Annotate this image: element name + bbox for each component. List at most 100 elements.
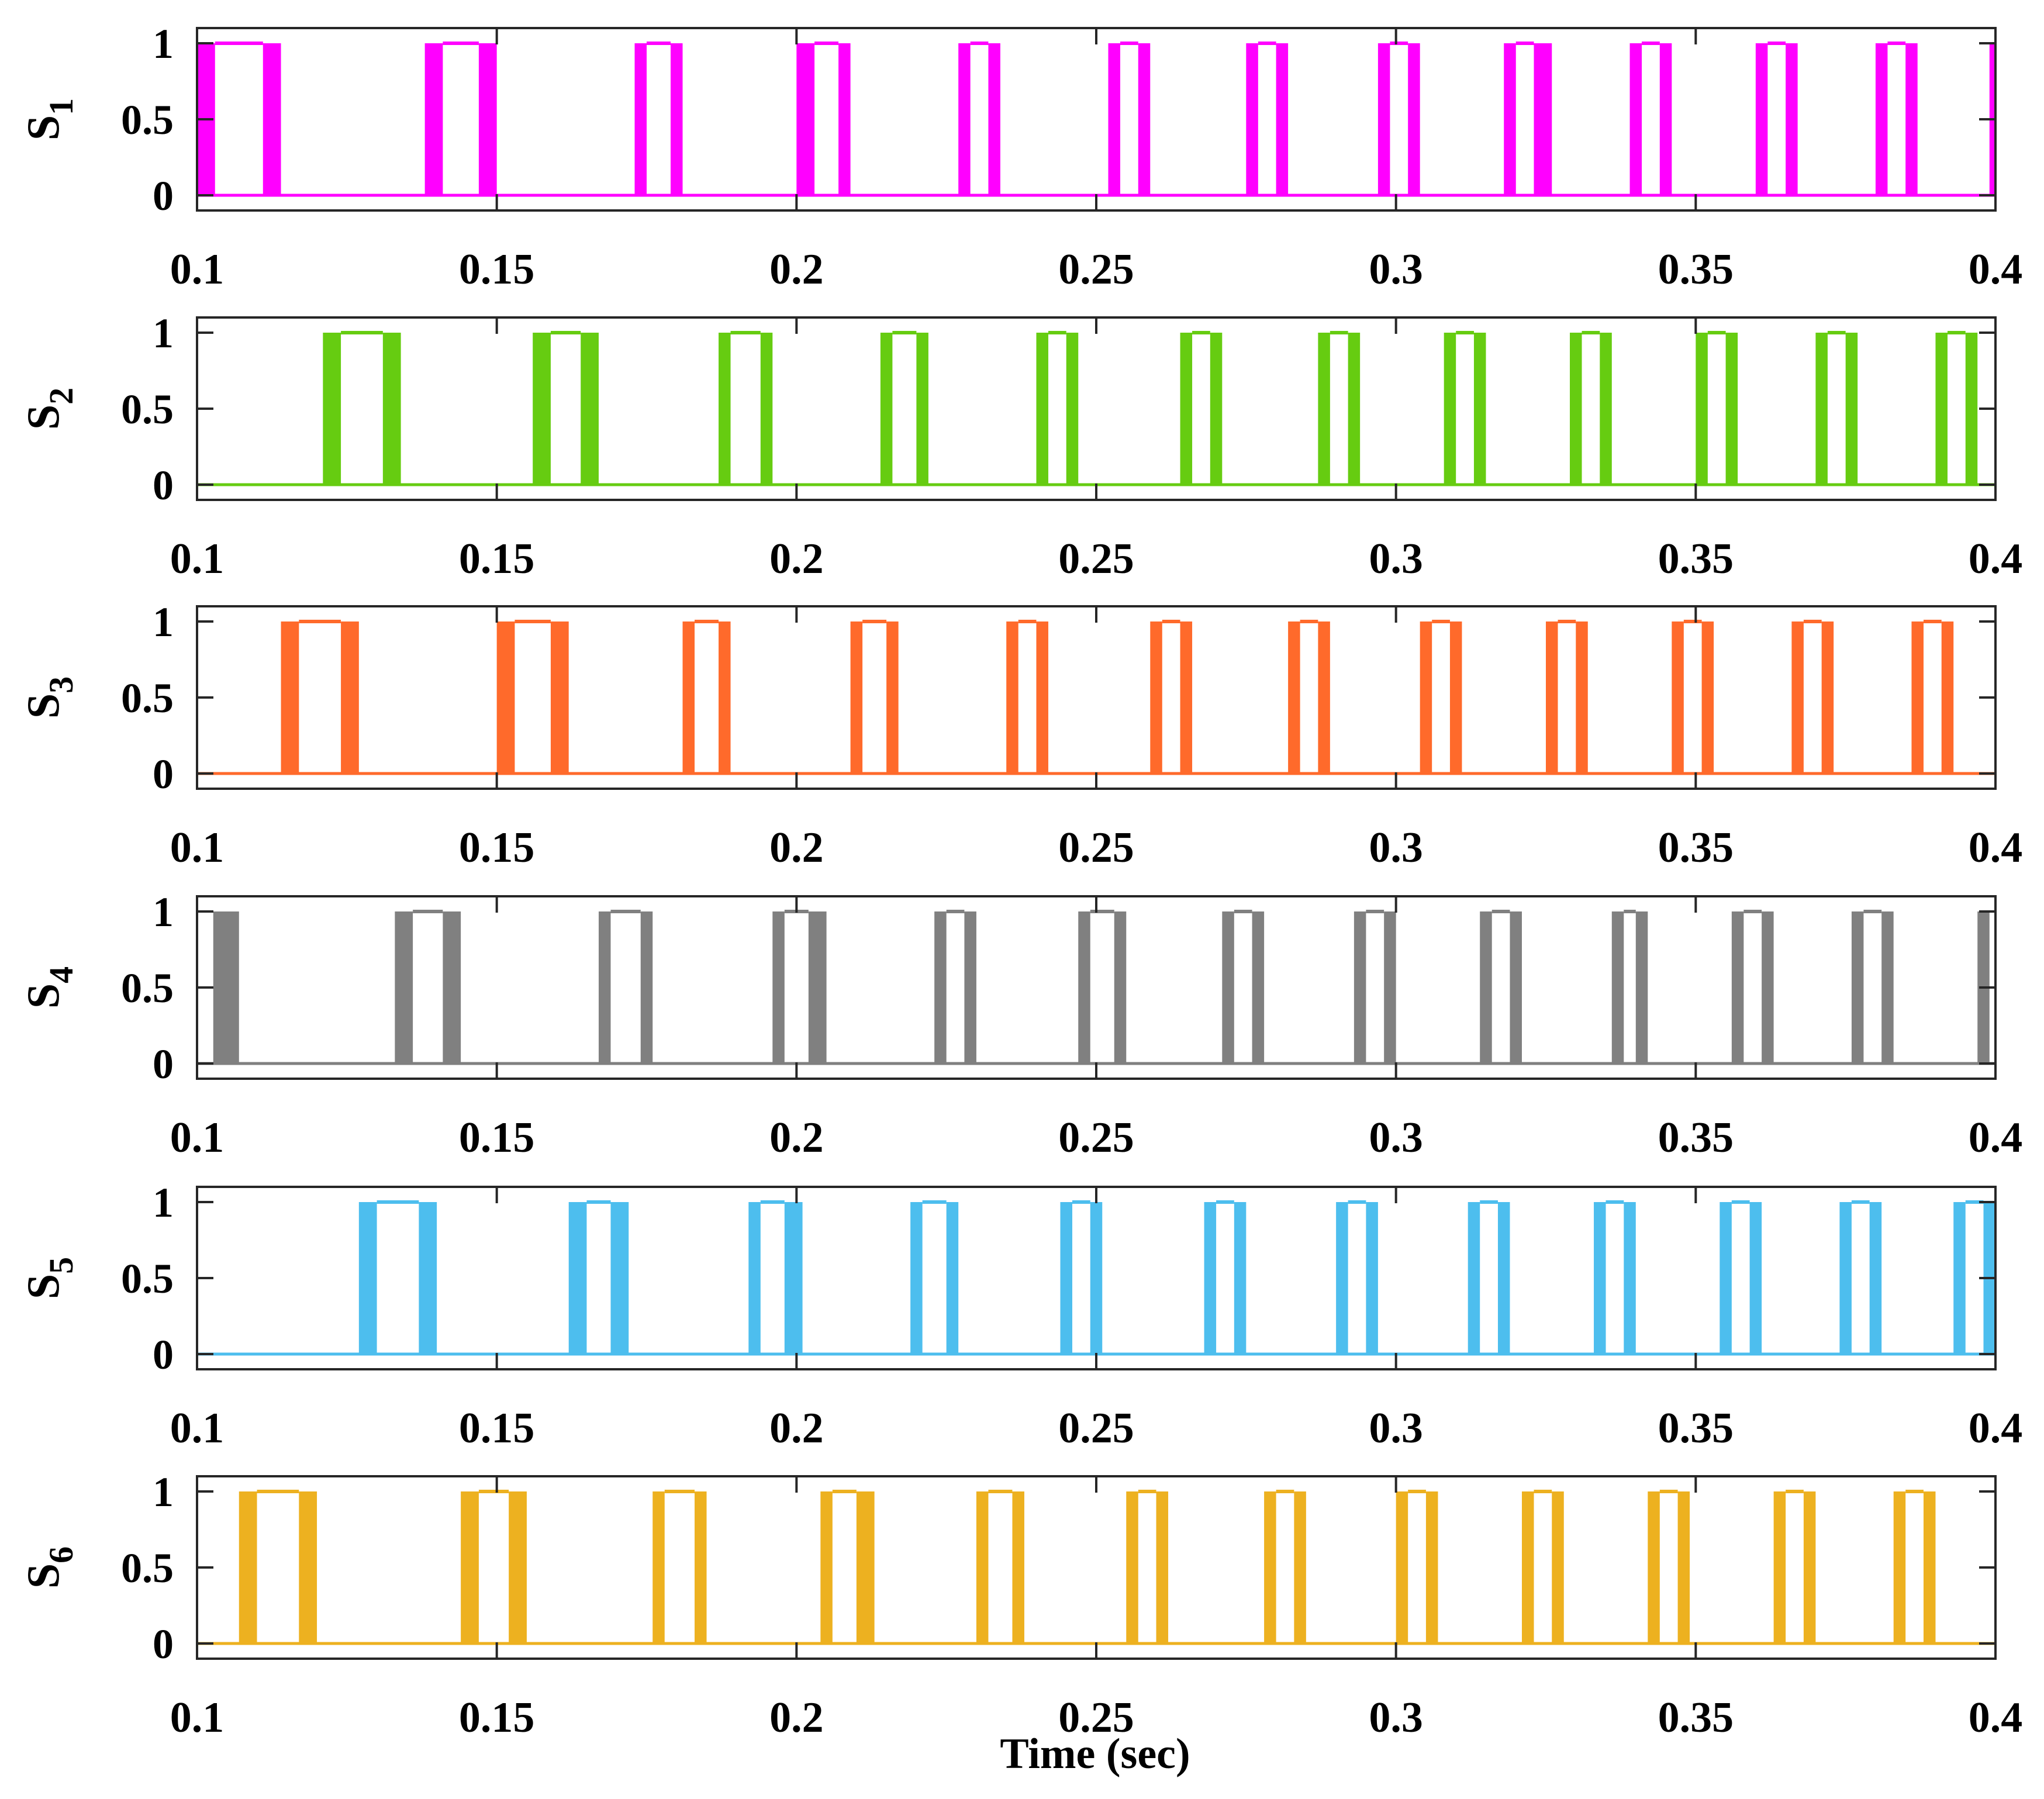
pulse-rising-band: [598, 911, 611, 1063]
pulse-falling-band: [1114, 911, 1127, 1063]
pulse-falling-band: [215, 911, 239, 1063]
pulse-rising-band: [1875, 43, 1888, 195]
x-tick-label: 0.15: [459, 824, 535, 872]
pulse-falling-band: [916, 333, 928, 485]
pulse: [1521, 1490, 1564, 1643]
pulse: [1815, 331, 1858, 485]
pulse: [1648, 1490, 1690, 1643]
y-axis-label: S5: [18, 1257, 80, 1299]
x-tick-label: 0.4: [1969, 1404, 2023, 1452]
pulse: [461, 1490, 527, 1643]
x-tick-label: 0.3: [1369, 1404, 1423, 1452]
pulse-falling-band: [886, 621, 899, 774]
pulse: [1354, 910, 1396, 1063]
pulse: [1480, 910, 1522, 1063]
x-tick-label: 0.2: [769, 824, 824, 872]
pulse: [976, 1490, 1024, 1643]
pulse-falling-band: [946, 1202, 959, 1354]
pulse: [1036, 331, 1079, 485]
pulse: [1911, 620, 1954, 774]
x-tick-label: 0.25: [1058, 1404, 1134, 1452]
pulse-falling-band: [808, 911, 827, 1063]
pulse-rising-band: [1336, 1202, 1348, 1354]
pulse-falling-band: [1276, 43, 1289, 195]
pulse: [652, 1490, 707, 1643]
pulse: [958, 42, 1000, 195]
pulse: [1773, 1490, 1816, 1643]
y-tick-label: 0.5: [121, 386, 174, 433]
pulse-falling-band: [640, 911, 653, 1063]
x-tick-label: 0.1: [170, 1114, 225, 1162]
pulse-rising-band: [1150, 621, 1162, 774]
pulse-falling-band: [1923, 1491, 1936, 1643]
pulse: [820, 1490, 875, 1643]
pulse-rising-band: [1696, 333, 1708, 485]
pulse-rising-band: [1396, 1491, 1408, 1643]
pulse-falling-band: [341, 621, 359, 774]
pulse: [796, 42, 851, 195]
pulse: [1318, 331, 1361, 485]
pulse: [281, 620, 359, 774]
pulse: [1672, 620, 1714, 774]
y-tick-label: 0.5: [121, 96, 174, 143]
pulse-falling-band: [1905, 43, 1918, 195]
pulse-falling-band: [1156, 1491, 1169, 1643]
pulse-falling-band: [1845, 333, 1858, 485]
pulse-falling-band: [1659, 43, 1672, 195]
y-tick-label: 1: [153, 20, 174, 67]
pulse-rising-band: [1036, 333, 1048, 485]
pulse-falling-band: [1497, 1202, 1510, 1354]
pulse-falling-band: [509, 1491, 527, 1643]
pulse-falling-band: [1318, 621, 1330, 774]
pulse-falling-band: [1821, 621, 1834, 774]
y-axis-label-base: S: [18, 115, 68, 140]
pulse-falling-band: [1090, 1202, 1103, 1354]
pulse: [682, 620, 731, 774]
pulse-rising-band: [1318, 333, 1330, 485]
pulse-rising-band: [496, 621, 515, 774]
pulse: [1264, 1490, 1306, 1643]
pulse-falling-band: [1635, 911, 1648, 1063]
pulse: [1731, 910, 1774, 1063]
pulse-rising-band: [1648, 1491, 1660, 1643]
pulse: [358, 1200, 437, 1354]
x-tick-label: 0.3: [1369, 535, 1423, 583]
pulse-rising-band: [533, 333, 551, 485]
pulse-rising-band: [1288, 621, 1300, 774]
pulse-falling-band: [784, 1202, 803, 1354]
y-axis-label-base: S: [18, 983, 68, 1009]
pulse: [748, 1200, 803, 1354]
pulse-rising-band: [1108, 43, 1121, 195]
pulse: [598, 910, 653, 1063]
x-tick-label: 0.35: [1658, 1404, 1734, 1452]
y-tick-label: 0: [153, 751, 174, 797]
y-axis-label: S4: [18, 966, 80, 1009]
pulse: [1288, 620, 1330, 774]
pulse-falling-band: [1749, 1202, 1762, 1354]
pulse: [213, 911, 239, 1063]
x-tick-label: 0.2: [769, 535, 824, 583]
pulse-rising-band: [772, 911, 785, 1063]
pulse: [395, 910, 461, 1063]
pulse-rising-band: [323, 333, 341, 485]
pulse-falling-band: [1701, 621, 1714, 774]
x-tick-label: 0.4: [1969, 535, 2023, 583]
y-tick-label: 1: [153, 889, 174, 935]
pulse-rising-band: [719, 333, 731, 485]
pulse-rising-band: [1006, 621, 1018, 774]
x-tick-label: 0.2: [769, 1114, 824, 1162]
pulse-rising-band: [424, 43, 443, 195]
y-axis-label-base: S: [18, 1563, 68, 1589]
pulse-rising-band: [1720, 1202, 1732, 1354]
pulse-rising-band: [1504, 43, 1516, 195]
x-tick-label: 0.15: [459, 1404, 535, 1452]
pulse: [1222, 910, 1265, 1063]
pulse-falling-band: [1473, 333, 1486, 485]
y-tick-label: 0: [153, 1331, 174, 1378]
pulse-rising-band: [1611, 911, 1624, 1063]
pulse-rising-band: [239, 1491, 257, 1643]
pulse-rising-band: [934, 911, 947, 1063]
pulse-rising-band: [850, 621, 863, 774]
pulse-rising-band: [1953, 1202, 1966, 1354]
